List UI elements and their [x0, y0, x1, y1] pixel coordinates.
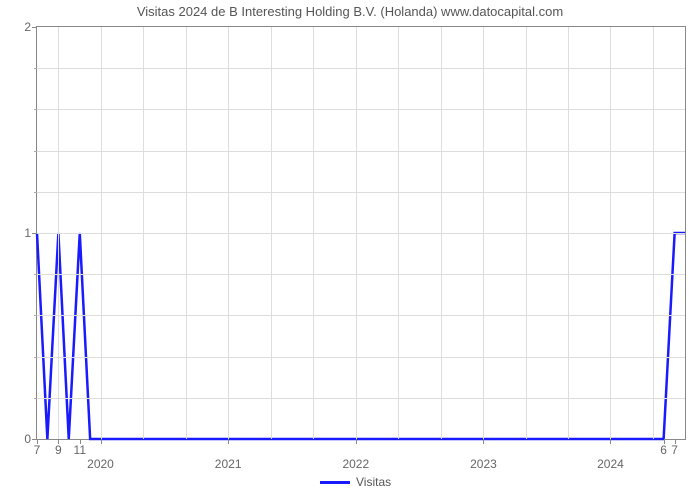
xtick-mark [58, 439, 59, 444]
vgrid [610, 27, 611, 439]
vgrid [483, 27, 484, 439]
xtick-mark [664, 439, 665, 444]
ytick-mark [32, 233, 37, 234]
vgrid [228, 27, 229, 439]
legend-swatch [320, 481, 350, 484]
xtick-mark [228, 439, 229, 444]
vgrid [143, 27, 144, 439]
vgrid [526, 27, 527, 439]
ytick-minor [34, 151, 37, 152]
xtick-mark [675, 439, 676, 444]
hgrid-minor [37, 315, 685, 316]
vgrid [441, 27, 442, 439]
vgrid [271, 27, 272, 439]
vgrid [568, 27, 569, 439]
vgrid [356, 27, 357, 439]
xtick-mark [610, 439, 611, 444]
xtick-mark [37, 439, 38, 444]
ytick-minor [34, 192, 37, 193]
series-line [37, 233, 685, 439]
hgrid [37, 233, 685, 234]
legend-label: Visitas [356, 475, 391, 489]
vgrid [101, 27, 102, 439]
hgrid-minor [37, 109, 685, 110]
vgrid [653, 27, 654, 439]
ytick-mark [32, 27, 37, 28]
vgrid [398, 27, 399, 439]
ytick-minor [34, 398, 37, 399]
xtick-mark [80, 439, 81, 444]
chart-title: Visitas 2024 de B Interesting Holding B.… [0, 4, 700, 19]
ytick-minor [34, 109, 37, 110]
xtick-mark [356, 439, 357, 444]
ytick-minor [34, 315, 37, 316]
vgrid [313, 27, 314, 439]
legend: Visitas [320, 475, 391, 489]
hgrid-minor [37, 192, 685, 193]
plot-area: 01279116720202021202220232024 [36, 26, 686, 440]
hgrid-minor [37, 357, 685, 358]
hgrid-minor [37, 398, 685, 399]
vgrid [186, 27, 187, 439]
ytick-minor [34, 357, 37, 358]
ytick-minor [34, 68, 37, 69]
vgrid [58, 27, 59, 439]
hgrid-minor [37, 274, 685, 275]
hgrid-minor [37, 68, 685, 69]
chart-container: Visitas 2024 de B Interesting Holding B.… [0, 0, 700, 500]
xtick-mark [101, 439, 102, 444]
ytick-minor [34, 274, 37, 275]
xtick-mark [483, 439, 484, 444]
hgrid-minor [37, 151, 685, 152]
